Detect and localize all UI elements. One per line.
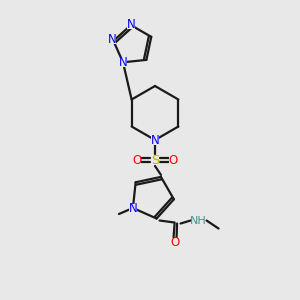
FancyBboxPatch shape — [127, 20, 135, 28]
FancyBboxPatch shape — [171, 238, 178, 247]
FancyBboxPatch shape — [169, 155, 177, 164]
FancyBboxPatch shape — [133, 155, 141, 164]
FancyBboxPatch shape — [109, 35, 116, 44]
FancyBboxPatch shape — [151, 136, 159, 145]
FancyBboxPatch shape — [151, 155, 159, 164]
Text: N: N — [118, 56, 127, 69]
FancyBboxPatch shape — [119, 58, 127, 67]
FancyBboxPatch shape — [192, 216, 205, 225]
Text: NH: NH — [190, 215, 207, 226]
Text: S: S — [151, 154, 159, 166]
Text: O: O — [132, 154, 142, 166]
Text: N: N — [151, 134, 159, 146]
Text: N: N — [127, 18, 135, 31]
Text: N: N — [108, 33, 117, 46]
Text: O: O — [170, 236, 179, 249]
Text: O: O — [168, 154, 178, 166]
Text: N: N — [129, 202, 137, 214]
FancyBboxPatch shape — [129, 203, 137, 212]
